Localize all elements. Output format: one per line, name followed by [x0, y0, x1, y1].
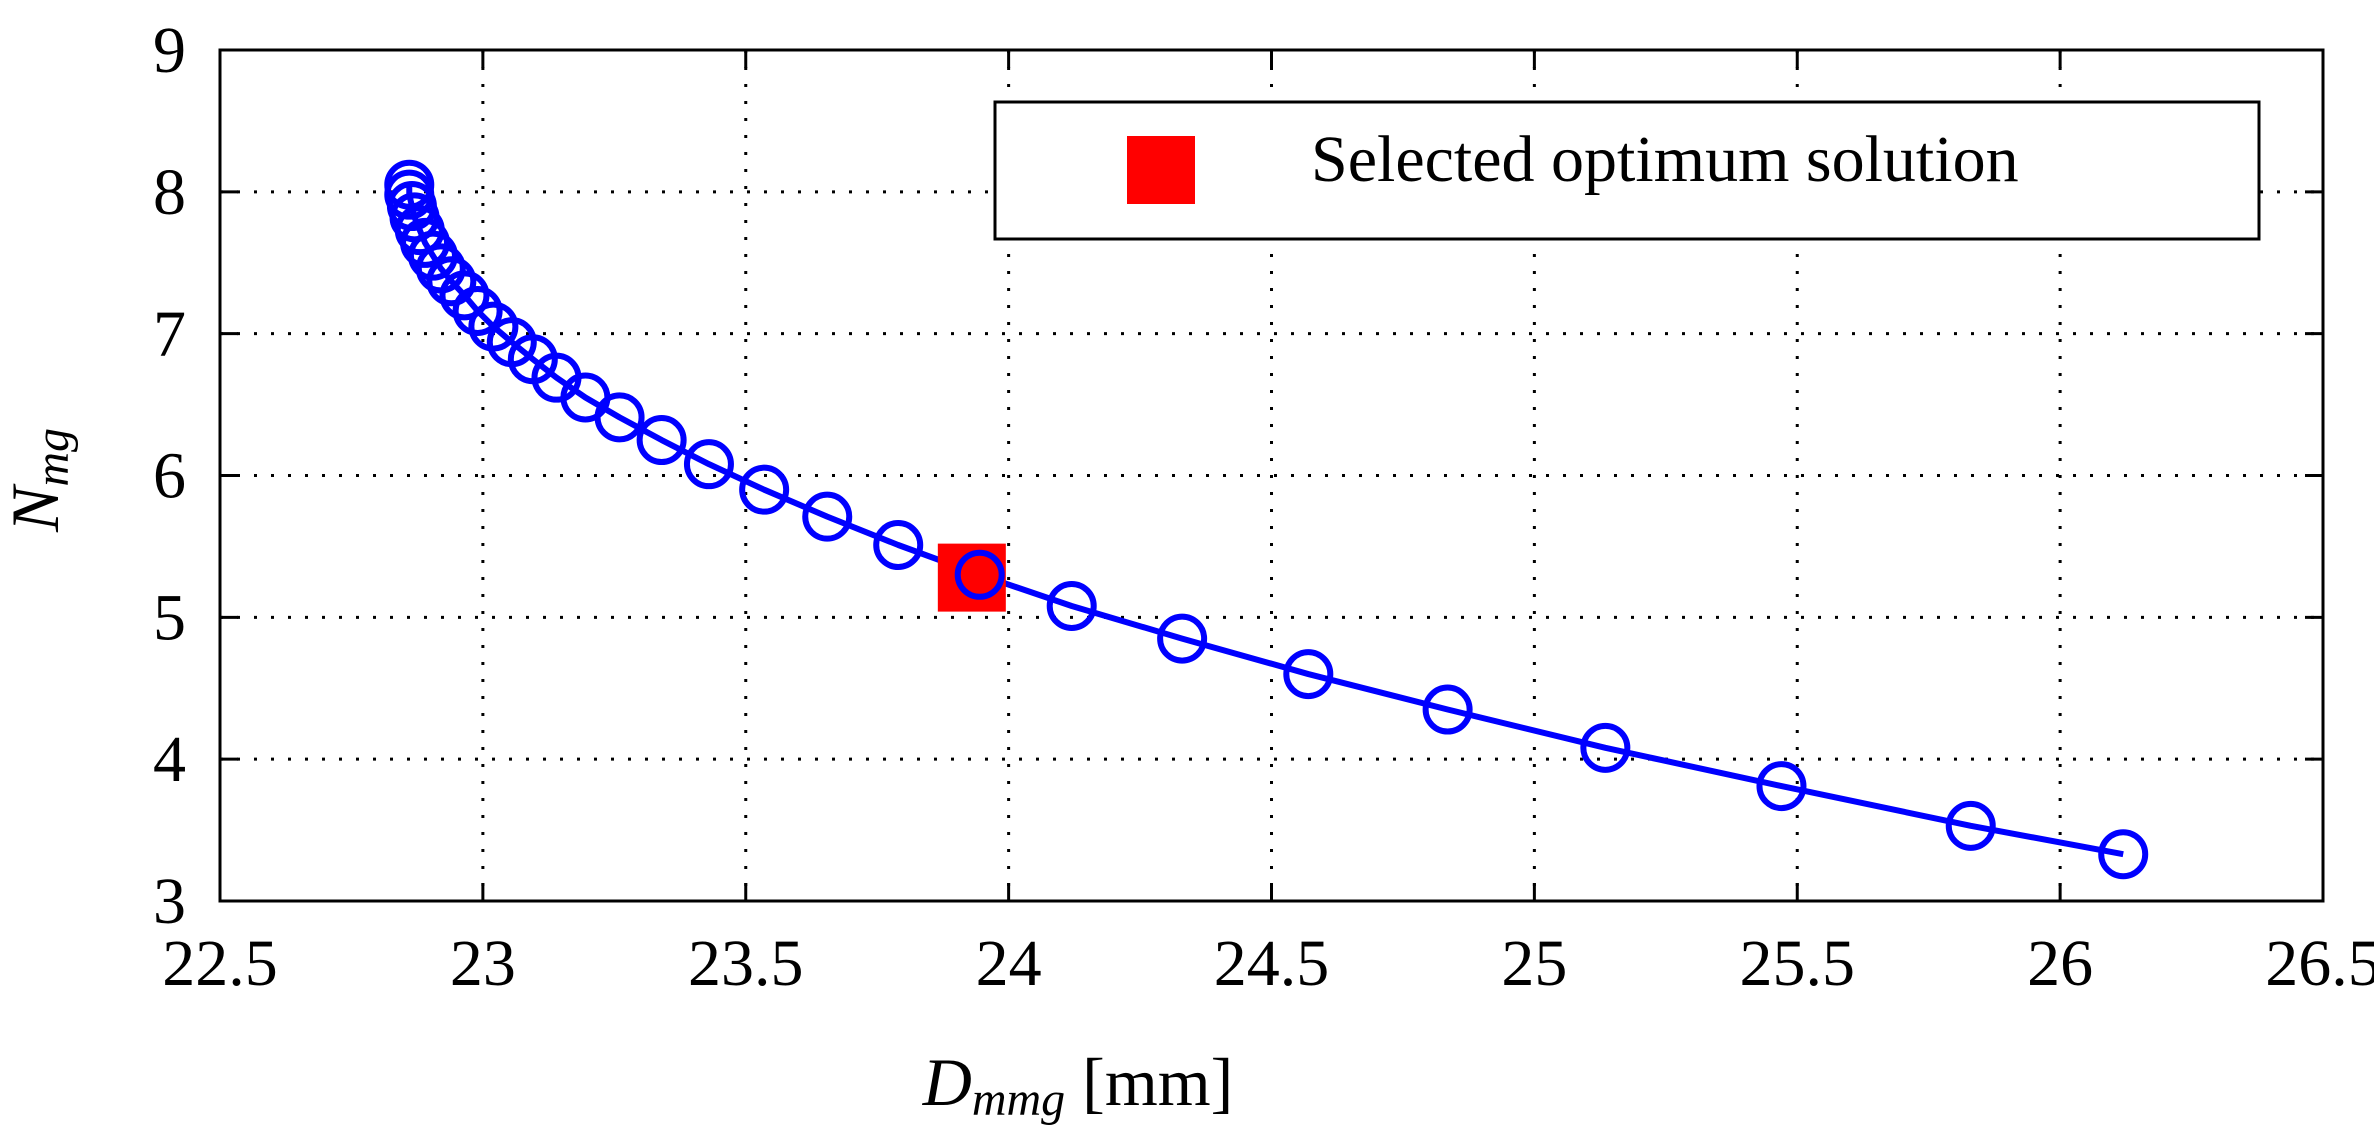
x-tick-label: 25 [1501, 927, 1567, 1000]
axis-ticks [218, 48, 2325, 903]
x-tick-label: 24.5 [1214, 927, 1330, 1000]
pareto-point-marker [1945, 800, 1996, 851]
pareto-point-marker [1580, 722, 1631, 773]
pareto-point-marker [636, 415, 687, 466]
y-axis-label: Nmg [0, 428, 79, 533]
legend-label-selected-optimum: Selected optimum solution [1311, 123, 2019, 196]
y-tick-label: 4 [153, 723, 186, 796]
x-tick-label: 26.5 [2265, 927, 2374, 1000]
y-tick-label: 3 [153, 865, 186, 938]
pareto-point-marker [2098, 829, 2149, 880]
pareto-point-marker [873, 519, 924, 570]
pareto-point-marker [1756, 761, 1807, 812]
legend: Selected optimum solution [993, 100, 2261, 241]
x-tick-label: 24 [976, 927, 1042, 1000]
pareto-point-marker [683, 439, 734, 490]
y-tick-label: 7 [153, 298, 186, 371]
pareto-point-marker [1046, 580, 1097, 631]
pareto-point-marker [739, 464, 790, 515]
series-lines [406, 184, 2124, 858]
pareto-point-marker [954, 549, 1005, 600]
pareto-line [406, 184, 2124, 858]
legend-box [993, 100, 2261, 241]
pareto-point-marker [426, 256, 477, 307]
x-tick-label: 25.5 [1740, 927, 1856, 1000]
y-tick-labels: 3 4 5 6 7 8 9 [153, 14, 186, 938]
y-tick-label: 5 [153, 581, 186, 654]
x-axis-label: Dmmg [mm] [922, 1044, 1234, 1126]
pareto-point-marker [802, 491, 853, 542]
legend-marker-selected-optimum [1127, 136, 1195, 204]
x-tick-labels: 22.5 23 23.5 24 24.5 25 25.5 26 26.5 [162, 927, 2374, 1000]
pareto-point-marker [1283, 649, 1334, 700]
x-tick-label: 26 [2027, 927, 2093, 1000]
series-markers [384, 159, 2149, 880]
pareto-point-marker [594, 392, 645, 443]
pareto-point-marker [439, 270, 490, 321]
x-tick-label: 23 [450, 927, 516, 1000]
x-tick-label: 23.5 [688, 927, 804, 1000]
pareto-point-marker [1422, 684, 1473, 735]
y-tick-label: 9 [153, 14, 186, 87]
pareto-point-marker [452, 285, 503, 336]
y-tick-label: 6 [153, 440, 186, 513]
pareto-point-marker [1157, 613, 1208, 664]
y-tick-label: 8 [153, 156, 186, 229]
x-tick-label: 22.5 [162, 927, 278, 1000]
